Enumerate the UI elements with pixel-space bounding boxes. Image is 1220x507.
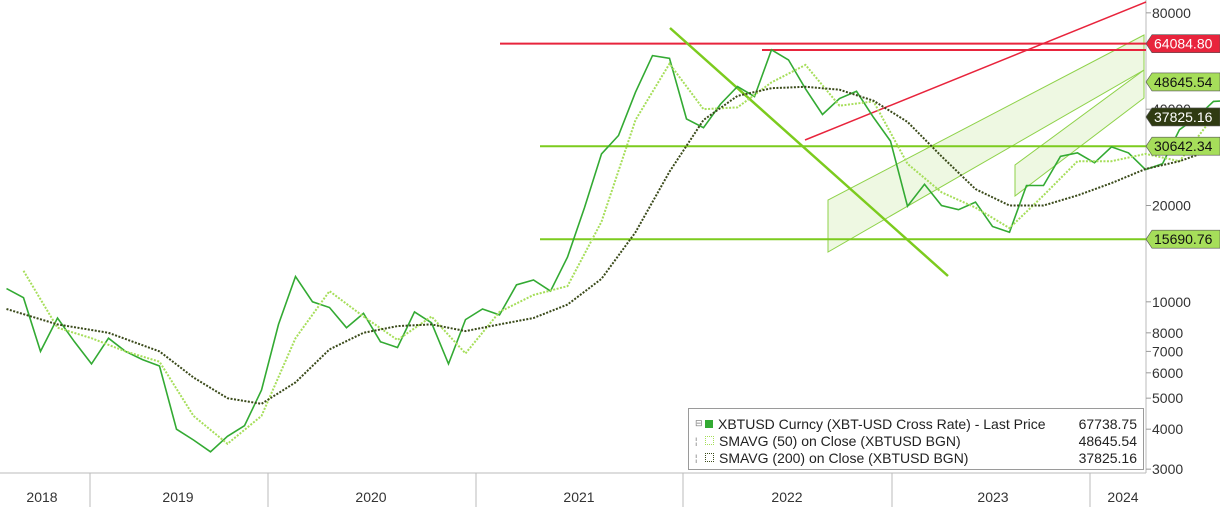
uptrend-line [804,1,1147,141]
price-tag-label: 37825.16 [1154,109,1213,125]
x-tick-label: 2023 [977,489,1008,505]
legend-branch-icon: ¦ [695,435,698,446]
y-tick-label: 5000 [1152,390,1183,406]
legend-value: 48645.54 [1078,432,1137,449]
x-tick-label: 2018 [26,489,57,505]
x-tick-label: 2019 [162,489,193,505]
y-tick-label: 3000 [1152,461,1183,477]
legend-swatch-sma200 [705,453,714,462]
chart-legend: ⊟ XBTUSD Curncy (XBT-USD Cross Rate) - L… [688,408,1144,470]
y-tick-label: 20000 [1152,198,1191,214]
legend-item-sma200: ¦ SMAVG (200) on Close (XBTUSD BGN) 3782… [695,449,1137,466]
legend-value: 67738.75 [1078,415,1137,432]
y-tick-label: 6000 [1152,365,1183,381]
legend-item-sma50: ¦ SMAVG (50) on Close (XBTUSD BGN) 48645… [695,432,1137,449]
y-tick-label: 10000 [1152,294,1191,310]
legend-toggle-icon[interactable]: ⊟ [695,418,703,428]
legend-swatch-price [705,419,713,428]
legend-label: SMAVG (50) on Close (XBTUSD BGN) [719,432,961,449]
price-series-line [6,48,1220,453]
legend-label: XBTUSD Curncy (XBT-USD Cross Rate) - Las… [718,415,1046,432]
price-tag [1145,229,1220,249]
y-tick-label: 4000 [1152,421,1183,437]
trend-channel [827,34,1145,253]
price-tag [1145,136,1220,156]
legend-item-price: ⊟ XBTUSD Curncy (XBT-USD Cross Rate) - L… [695,415,1137,432]
price-tag-label: 48645.54 [1154,74,1213,90]
downtrend-line [669,27,949,277]
legend-value: 37825.16 [1078,449,1137,466]
price-tag-label: 64084.80 [1154,36,1213,52]
price-tag [1145,34,1220,53]
price-tag [1145,107,1220,127]
y-tick-label: 7000 [1152,343,1183,359]
sma-series-line [22,61,1220,446]
x-tick-label: 2024 [1107,489,1138,505]
legend-swatch-sma50 [705,436,714,445]
y-tick-label: 8000 [1152,325,1183,341]
price-tag-label: 30642.34 [1154,138,1213,154]
x-tick-label: 2021 [563,489,594,505]
price-tag-label: 15690.76 [1154,231,1213,247]
sma-series-line [6,85,1220,405]
price-tag [1145,72,1220,92]
x-tick-label: 2022 [771,489,802,505]
legend-branch-icon: ¦ [695,452,698,463]
legend-label: SMAVG (200) on Close (XBTUSD BGN) [719,449,969,466]
x-tick-label: 2020 [355,489,386,505]
y-tick-label: 80000 [1152,5,1191,21]
trend-channel [1014,69,1145,198]
